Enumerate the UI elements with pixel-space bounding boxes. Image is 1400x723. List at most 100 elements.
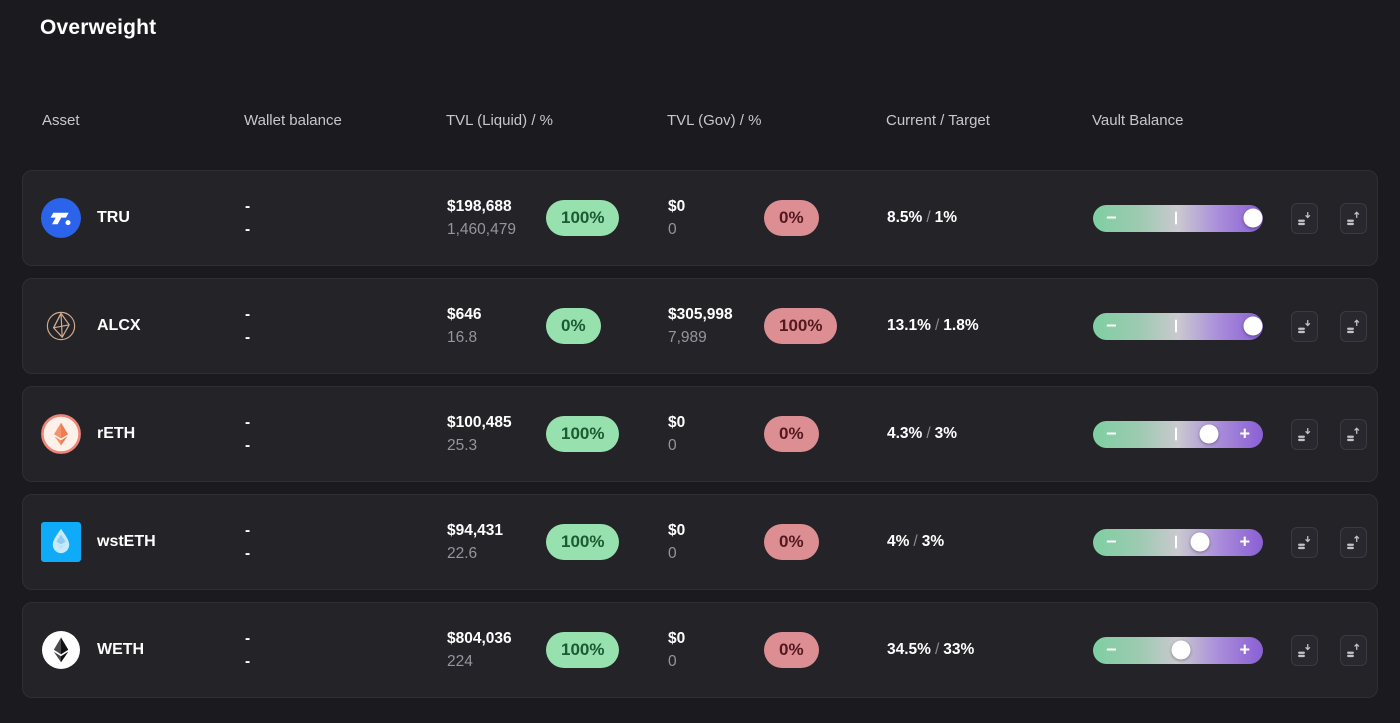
asset-symbol: ALCX <box>97 317 141 334</box>
asset-symbol: TRU <box>97 209 130 226</box>
wallet-balance-cell: - - <box>245 519 447 565</box>
wallet-balance-cell: - - <box>245 627 447 673</box>
tvl-liquid-amount: 1,460,479 <box>447 221 516 238</box>
asset-symbol: wstETH <box>97 533 156 550</box>
tvl-gov-pct-badge: 0% <box>764 416 819 452</box>
tvl-liquid-amount: 25.3 <box>447 437 478 454</box>
deposit-button[interactable] <box>1291 418 1318 450</box>
vault-balance-slider[interactable]: − + <box>1093 420 1263 448</box>
tvl-gov-cell: $0 0 0% <box>668 519 887 565</box>
tvl-liquid-pct-badge: 100% <box>546 524 620 560</box>
table-row-tru: TRU - - $198,688 1,460,479 100% $0 0 0% <box>22 170 1378 266</box>
vault-balance-slider[interactable]: − + <box>1093 636 1263 664</box>
wallet-balance-usd: - <box>245 198 251 215</box>
withdraw-button[interactable] <box>1340 634 1367 666</box>
deposit-icon <box>1298 535 1311 549</box>
tvl-gov-pct-badge: 100% <box>764 308 838 344</box>
withdraw-icon <box>1347 534 1360 549</box>
slider-plus-icon[interactable]: + <box>1239 639 1250 660</box>
slider-minus-icon[interactable]: − <box>1106 315 1117 336</box>
column-header-wallet-balance: Wallet balance <box>244 112 342 129</box>
slider-target-tick <box>1175 535 1178 549</box>
asset-symbol: rETH <box>97 425 136 442</box>
deposit-button[interactable] <box>1291 634 1318 666</box>
tvl-liquid-usd: $804,036 <box>447 630 512 647</box>
slider-knob[interactable] <box>1243 208 1263 228</box>
wallet-balance-amount: - <box>245 545 251 562</box>
tvl-liquid-cell: $100,485 25.3 100% <box>447 411 668 457</box>
slider-plus-icon[interactable]: + <box>1239 423 1250 444</box>
vault-balance-slider[interactable]: − + <box>1093 528 1263 556</box>
vault-balance-cell: − + <box>1093 418 1377 450</box>
vault-balance-slider[interactable]: − + <box>1093 204 1263 232</box>
asset-cell: ALCX <box>41 306 245 346</box>
current-pct: 13.1% <box>887 317 931 334</box>
tvl-liquid-pct-badge: 100% <box>546 200 620 236</box>
current-target-cell: 34.5%/33% <box>887 641 1093 659</box>
slider-minus-icon[interactable]: − <box>1106 423 1117 444</box>
weth-token-icon <box>41 630 81 670</box>
tvl-gov-cell: $0 0 0% <box>668 195 887 241</box>
slider-knob[interactable] <box>1190 532 1210 552</box>
tvl-gov-usd: $0 <box>668 630 686 647</box>
tvl-liquid-usd: $198,688 <box>447 198 512 215</box>
column-header-asset: Asset <box>42 112 80 129</box>
table-row-wsteth: wstETH - - $94,431 22.6 100% $0 0 0% <box>22 494 1378 590</box>
tvl-gov-pct-badge: 0% <box>764 632 819 668</box>
vault-balance-slider[interactable]: − + <box>1093 312 1263 340</box>
tvl-gov-pct-badge: 0% <box>764 524 819 560</box>
deposit-button[interactable] <box>1291 202 1318 234</box>
deposit-icon <box>1298 427 1311 441</box>
slider-target-tick <box>1175 211 1178 225</box>
slider-knob[interactable] <box>1199 424 1219 444</box>
tvl-liquid-amount: 224 <box>447 653 473 670</box>
slider-minus-icon[interactable]: − <box>1106 639 1117 660</box>
tvl-gov-usd: $0 <box>668 522 686 539</box>
column-header-tvl-gov: TVL (Gov) / % <box>667 112 762 129</box>
withdraw-button[interactable] <box>1340 310 1367 342</box>
withdraw-icon <box>1347 426 1360 441</box>
slider-knob[interactable] <box>1171 640 1191 660</box>
slider-plus-icon[interactable]: + <box>1239 531 1250 552</box>
reth-token-icon <box>41 414 81 454</box>
target-pct: 3% <box>934 425 958 442</box>
table-row-alcx: ALCX - - $646 16.8 0% $305,998 7,989 100… <box>22 278 1378 374</box>
tvl-liquid-pct-badge: 100% <box>546 632 620 668</box>
asset-rows: TRU - - $198,688 1,460,479 100% $0 0 0% <box>22 170 1378 698</box>
tvl-liquid-pct-badge: 0% <box>546 308 601 344</box>
slider-knob[interactable] <box>1243 316 1263 336</box>
wallet-balance-usd: - <box>245 522 251 539</box>
withdraw-button[interactable] <box>1340 418 1367 450</box>
current-pct: 4% <box>887 533 910 550</box>
slash-separator: / <box>913 533 918 550</box>
withdraw-button[interactable] <box>1340 202 1367 234</box>
vault-balance-cell: − + <box>1093 634 1377 666</box>
tvl-liquid-usd: $100,485 <box>447 414 512 431</box>
tvl-gov-cell: $305,998 7,989 100% <box>668 303 887 349</box>
current-pct: 8.5% <box>887 209 923 226</box>
table-header-row: Asset Wallet balance TVL (Liquid) / % TV… <box>22 112 1378 129</box>
slider-target-tick <box>1175 319 1178 333</box>
deposit-button[interactable] <box>1291 526 1318 558</box>
wallet-balance-amount: - <box>245 221 251 238</box>
tvl-liquid-cell: $198,688 1,460,479 100% <box>447 195 668 241</box>
slider-minus-icon[interactable]: − <box>1106 207 1117 228</box>
vault-balance-cell: − + <box>1093 310 1377 342</box>
current-pct: 4.3% <box>887 425 923 442</box>
tvl-gov-usd: $305,998 <box>668 306 733 323</box>
deposit-button[interactable] <box>1291 310 1318 342</box>
asset-symbol: WETH <box>97 641 145 658</box>
target-pct: 33% <box>943 641 975 658</box>
slider-minus-icon[interactable]: − <box>1106 531 1117 552</box>
wsteth-token-icon <box>41 522 81 562</box>
current-target-cell: 13.1%/1.8% <box>887 317 1093 335</box>
withdraw-button[interactable] <box>1340 526 1367 558</box>
withdraw-icon <box>1347 642 1360 657</box>
slash-separator: / <box>934 641 940 658</box>
wallet-balance-cell: - - <box>245 303 447 349</box>
vault-balance-cell: − + <box>1093 526 1377 558</box>
asset-cell: WETH <box>41 630 245 670</box>
slash-separator: / <box>934 317 940 334</box>
wallet-balance-cell: - - <box>245 411 447 457</box>
wallet-balance-amount: - <box>245 329 251 346</box>
